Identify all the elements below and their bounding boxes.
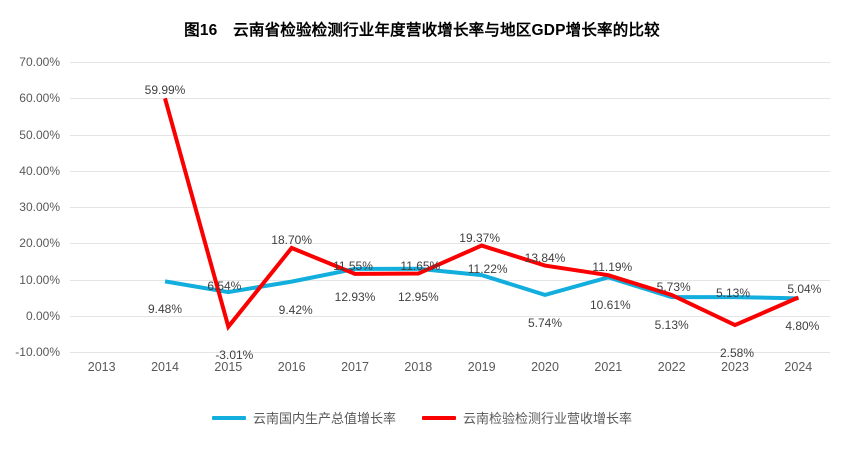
series-lines	[163, 97, 800, 331]
y-axis-tick-label: 0.00%	[25, 308, 60, 323]
x-axis-tick-label: 2017	[341, 360, 369, 374]
data-label: 19.37%	[459, 230, 501, 245]
x-axis-tick-label: 2024	[784, 360, 813, 374]
data-label: 5.73%	[656, 279, 691, 294]
legend-label: 云南检验检测行业营收增长率	[463, 411, 633, 426]
x-axis-tick-label: 2013	[87, 360, 116, 374]
x-axis-tick-label: 2014	[151, 360, 179, 374]
legend-swatch-icon	[211, 415, 246, 420]
data-label: 11.65%	[400, 258, 441, 273]
data-label: 9.42%	[278, 302, 313, 317]
gridline	[70, 243, 830, 245]
data-label: 6.54%	[207, 279, 242, 294]
y-axis-tick-label: 60.00%	[19, 91, 60, 106]
x-axis-tick-label: 2015	[214, 360, 243, 374]
y-axis-tick-label: 50.00%	[19, 127, 60, 142]
gridline	[70, 62, 830, 63]
chart-legend: 云南国内生产总值增长率 云南检验检测行业营收增长率	[0, 408, 844, 427]
legend-item-industry[interactable]: 云南检验检测行业营收增长率	[422, 408, 632, 427]
data-label: 5.13%	[654, 318, 689, 333]
gridline	[70, 98, 830, 100]
x-axis-tick-label: 2020	[531, 360, 559, 374]
data-label: 11.19%	[592, 260, 633, 275]
gridline	[70, 352, 830, 353]
gridline	[70, 207, 830, 208]
chart-title: 图16 云南省检验检测行业年度营收增长率与地区GDP增长率的比较	[184, 22, 660, 39]
gridline	[70, 134, 830, 136]
x-axis-tick-label: 2018	[404, 360, 433, 374]
y-axis-tick-label: 70.00%	[19, 55, 60, 69]
plot-area	[70, 62, 830, 352]
gridline	[70, 170, 830, 172]
legend-label: 云南国内生产总值增长率	[252, 411, 396, 426]
x-axis-tick-label: 2021	[594, 360, 623, 374]
data-label: 12.95%	[397, 289, 439, 304]
data-label: 5.13%	[715, 286, 751, 301]
y-axis-tick-label: -10.00%	[15, 345, 60, 359]
gridline	[70, 279, 830, 281]
series-line-gdp	[164, 266, 799, 301]
data-label: -3.01%	[215, 347, 254, 362]
data-label: 13.84%	[524, 250, 566, 265]
data-label: 10.61%	[589, 298, 631, 313]
x-axis-tick-label: 2016	[277, 360, 306, 374]
legend-item-gdp[interactable]: 云南国内生产总值增长率	[211, 408, 396, 427]
data-label: 9.48%	[147, 302, 183, 317]
series-line-industry	[163, 97, 800, 331]
data-label: 11.55%	[333, 258, 373, 273]
x-axis-tick-label: 2022	[657, 360, 686, 374]
y-axis-tick-label: 10.00%	[19, 272, 60, 287]
data-label: 5.04%	[787, 282, 822, 297]
x-axis-tick-label: 2023	[721, 360, 749, 374]
data-label: 12.93%	[334, 289, 376, 304]
gridline	[70, 315, 830, 317]
data-label: 4.80%	[785, 319, 820, 334]
data-label: 2.58%	[719, 346, 755, 361]
y-axis-tick-label: 20.00%	[19, 236, 60, 251]
y-axis-tick-label: 30.00%	[19, 200, 60, 214]
x-axis-tick-label: 2019	[467, 360, 496, 374]
y-axis-tick-label: 40.00%	[19, 163, 60, 178]
data-label: 18.70%	[271, 232, 313, 247]
data-label: 59.99%	[144, 83, 186, 98]
data-label: 5.74%	[527, 315, 563, 330]
legend-swatch-icon	[422, 415, 456, 420]
data-label: 11.22%	[467, 262, 508, 277]
